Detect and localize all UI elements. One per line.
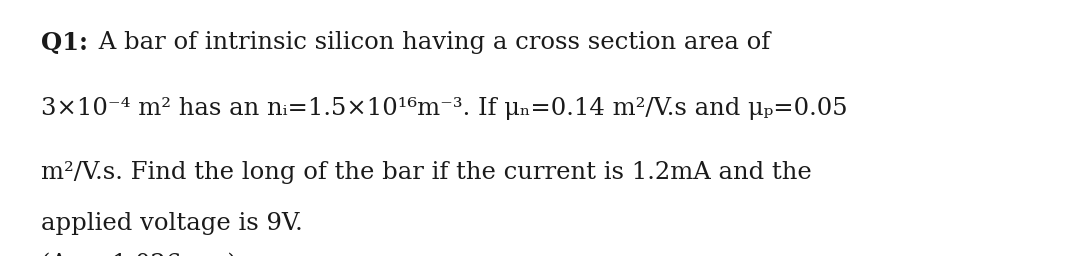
Text: 3×10⁻⁴ m² has an nᵢ=1.5×10¹⁶m⁻³. If μₙ=0.14 m²/V.s and μₚ=0.05: 3×10⁻⁴ m² has an nᵢ=1.5×10¹⁶m⁻³. If μₙ=0…: [41, 97, 848, 120]
Text: applied voltage is 9V.: applied voltage is 9V.: [41, 212, 302, 236]
Text: A bar of intrinsic silicon having a cross section area of: A bar of intrinsic silicon having a cros…: [91, 31, 770, 54]
Text: m²/V.s. Find the long of the bar if the current is 1.2mA and the: m²/V.s. Find the long of the bar if the …: [41, 161, 812, 184]
Text: (Ans: 1.026mm): (Ans: 1.026mm): [41, 253, 237, 256]
Text: Q1:: Q1:: [41, 31, 89, 55]
